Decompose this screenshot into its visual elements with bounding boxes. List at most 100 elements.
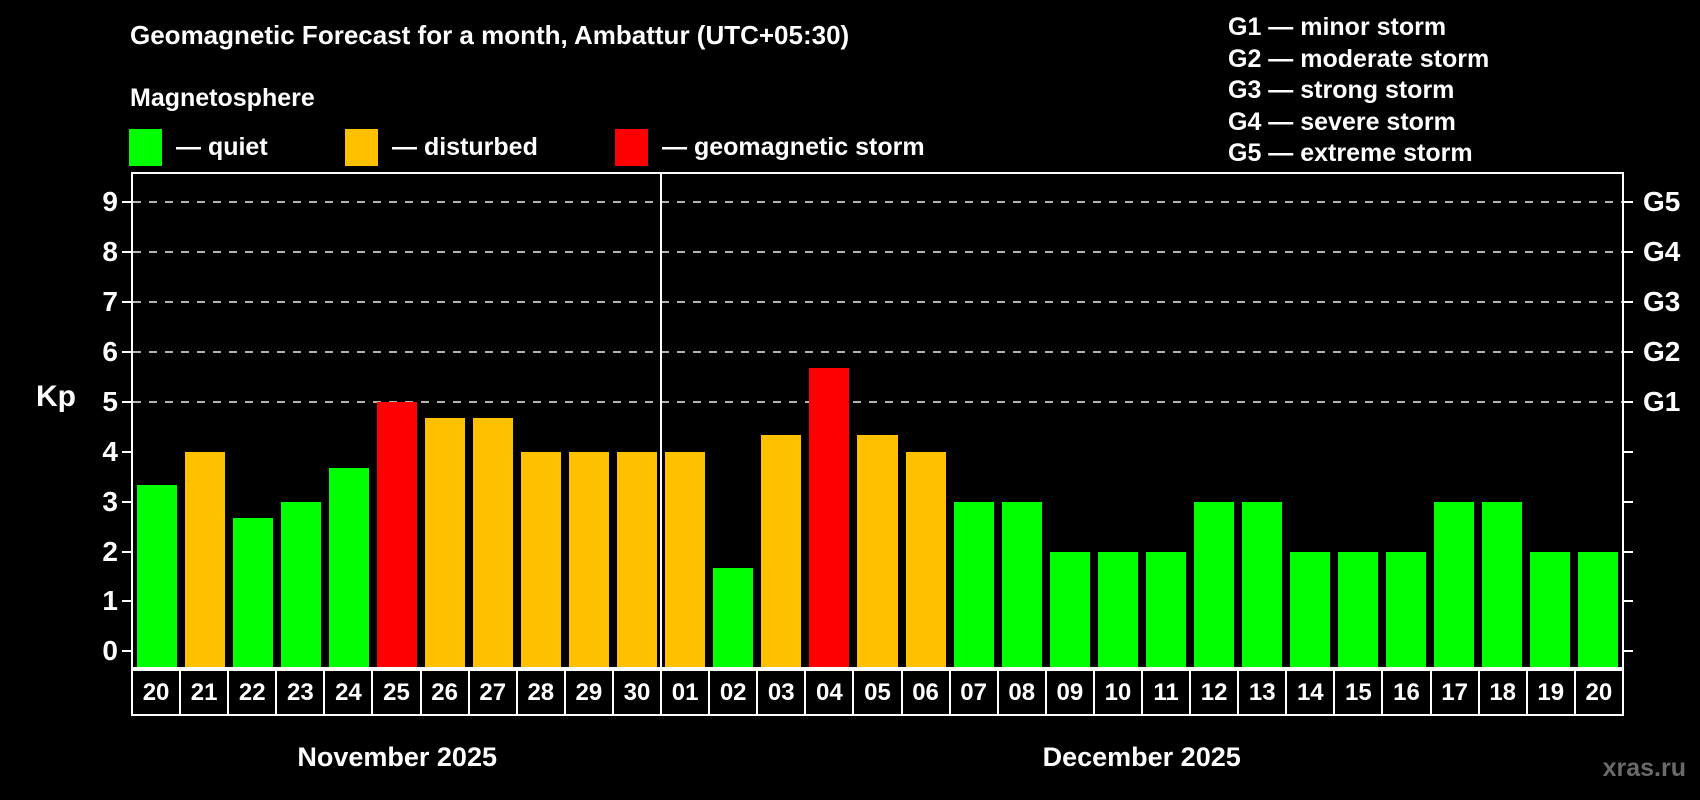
kp-bar-december-11 [1145,551,1186,667]
storm-scale-line: G2 — moderate storm [1228,44,1490,73]
day-label-cell: 06 [902,669,951,716]
storm-scale-line: G1 — minor storm [1228,13,1447,41]
kp-bar-november-27 [473,418,514,667]
y-tick-right-3 [1624,500,1633,503]
kp-bar-december-08 [1001,501,1042,667]
quiet-color-swatch [129,128,162,166]
day-label-cell: 08 [998,669,1047,716]
y-tick-label-9: 9 [102,186,118,218]
day-label-cell: 10 [1094,669,1143,716]
kp-bar-december-06 [905,451,946,667]
day-label-cell: 15 [1335,669,1384,716]
storm-scale-legend: G1 — minor storm G2 — moderate storm G3 — … [1228,12,1489,170]
page-title: Geomagnetic Forecast for a month, Ambatt… [130,20,850,50]
legend-label-disturbed: — disturbed [392,132,538,161]
legend-label-storm: — geomagnetic storm [662,132,925,161]
day-label-cell: 30 [613,669,663,716]
y-tick-left-6 [122,350,131,353]
day-label-cell: 21 [181,669,230,716]
y-tick-left-5 [122,400,131,403]
day-label-cell: 13 [1239,669,1288,716]
storm-color-swatch [615,128,648,166]
kp-bar-november-23 [281,501,322,667]
kp-bar-december-14 [1289,551,1330,667]
day-label-cell: 07 [950,669,999,716]
y-tick-left-9 [122,201,131,204]
kp-bar-december-10 [1097,551,1138,667]
kp-bar-december-02 [713,568,754,667]
day-label-cell: 04 [806,669,855,716]
y-tick-left-0 [122,650,131,653]
legend-item-disturbed: — disturbed [345,128,538,166]
day-label-cell: 20 [131,669,182,716]
magnetosphere-subtitle: Magnetosphere [130,84,315,112]
y-tick-left-3 [122,500,131,503]
y-tick-right-7 [1624,300,1633,303]
gridline-kp6 [133,350,1622,353]
gridline-kp9 [133,201,1622,204]
right-axis-label-g1: G1 [1643,385,1681,417]
day-label-cell: 27 [469,669,518,716]
y-tick-left-2 [122,550,131,553]
month-label: December 2025 [1042,742,1241,772]
month-separator-line [660,174,663,667]
kp-bar-december-09 [1049,551,1090,667]
y-tick-label-0: 0 [102,635,118,667]
kp-bar-december-05 [857,435,898,667]
y-tick-label-5: 5 [102,385,118,417]
y-tick-right-2 [1624,550,1633,553]
y-tick-left-7 [122,300,131,303]
kp-bar-november-25 [377,401,418,667]
legend-item-quiet: — quiet [129,128,268,166]
day-label-cell: 05 [854,669,903,716]
day-label-cell: 17 [1431,669,1480,716]
day-label-cell: 24 [325,669,374,716]
storm-scale-line: G3 — strong storm [1228,76,1455,104]
y-tick-left-8 [122,250,131,253]
kp-bar-december-12 [1193,501,1234,667]
day-label-cell: 19 [1527,669,1576,716]
day-label-cell: 09 [1046,669,1095,716]
y-tick-label-1: 1 [102,585,118,617]
y-tick-left-4 [122,450,131,453]
storm-scale-line: G5 — extreme storm [1228,139,1473,167]
kp-bar-november-30 [617,451,658,667]
watermark: xras.ru [1602,754,1686,782]
kp-bar-december-04 [809,368,850,667]
kp-bar-november-21 [185,451,226,667]
legend-label-quiet: — quiet [176,132,268,161]
kp-bar-november-24 [329,468,370,667]
day-label-cell: 14 [1287,669,1336,716]
y-tick-right-1 [1624,600,1633,603]
kp-bar-december-20 [1577,551,1618,667]
y-tick-label-8: 8 [102,235,118,267]
kp-bar-december-18 [1481,501,1522,667]
y-tick-label-3: 3 [102,485,118,517]
gridline-kp5 [133,400,1622,403]
day-label-cell: 25 [373,669,422,716]
kp-bar-december-15 [1337,551,1378,667]
gridline-kp8 [133,250,1622,253]
y-tick-label-7: 7 [102,285,118,317]
y-tick-label-6: 6 [102,335,118,367]
day-label-cell: 23 [277,669,326,716]
kp-bar-december-19 [1529,551,1570,667]
kp-bar-november-26 [425,418,466,667]
kp-bar-december-17 [1433,501,1474,667]
month-label: November 2025 [297,742,497,772]
kp-bar-december-07 [953,501,994,667]
y-tick-right-6 [1624,350,1633,353]
y-tick-right-0 [1624,650,1633,653]
y-tick-right-5 [1624,400,1633,403]
legend-item-storm: — geomagnetic storm [615,128,925,166]
day-label-cell: 18 [1479,669,1528,716]
y-tick-right-4 [1624,450,1633,453]
y-tick-left-1 [122,600,131,603]
day-label-cell: 12 [1191,669,1240,716]
plot-area [131,172,1624,669]
y-axis-title: Kp [36,380,76,413]
day-label-cell: 11 [1142,669,1192,716]
kp-bar-december-01 [665,451,706,667]
y-tick-label-4: 4 [102,435,118,467]
